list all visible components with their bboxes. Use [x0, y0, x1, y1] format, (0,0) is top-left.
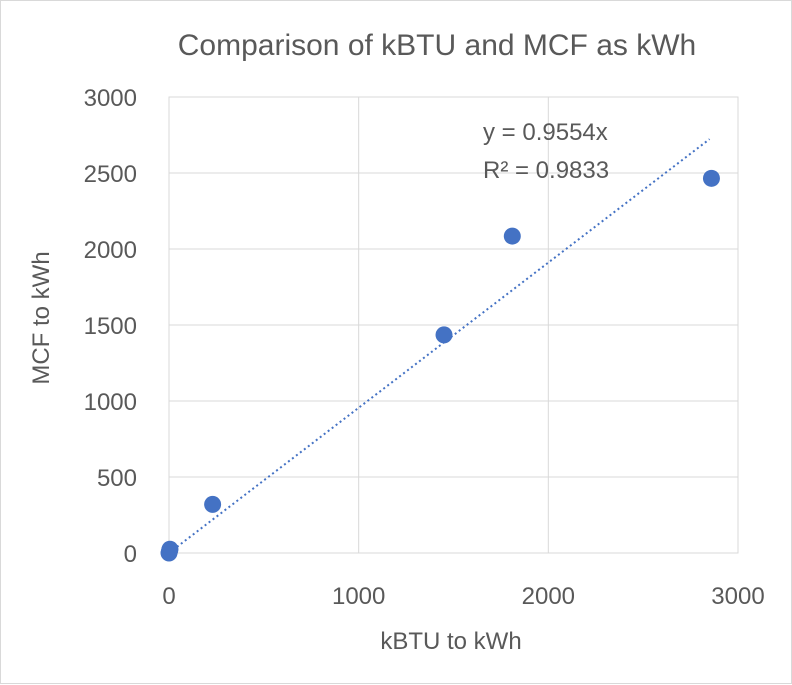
- data-point: [204, 495, 222, 513]
- data-point: [161, 540, 179, 558]
- data-points: [160, 169, 720, 562]
- y-tick-label: 0: [124, 541, 137, 568]
- y-tick-label: 2500: [84, 161, 137, 188]
- data-point: [702, 169, 720, 187]
- y-axis-tick-labels: 0 500 1000 1500 2000 2500 3000: [84, 85, 137, 568]
- x-tick-label: 2000: [522, 583, 575, 610]
- chart-title: Comparison of kBTU and MCF as kWh: [178, 29, 696, 62]
- trendline: [168, 138, 711, 554]
- x-tick-label: 0: [162, 583, 175, 610]
- y-tick-label: 3000: [84, 85, 137, 112]
- plot-area-border: [168, 96, 739, 554]
- data-point: [435, 326, 453, 344]
- y-tick-label: 1000: [84, 389, 137, 416]
- y-tick-label: 500: [97, 465, 137, 492]
- y-axis-title: MCF to kWh: [28, 251, 55, 384]
- y-tick-label: 1500: [84, 313, 137, 340]
- gridlines: [168, 96, 739, 554]
- x-tick-label: 3000: [711, 583, 764, 610]
- x-axis-title: kBTU to kWh: [380, 628, 521, 655]
- data-point: [503, 227, 521, 245]
- x-tick-label: 1000: [332, 583, 385, 610]
- trendline-equation: y = 0.9554x: [483, 119, 608, 146]
- y-tick-label: 2000: [84, 237, 137, 264]
- x-axis-tick-labels: 0 1000 2000 3000: [162, 583, 764, 610]
- trendline-r-squared: R² = 0.9833: [483, 157, 609, 184]
